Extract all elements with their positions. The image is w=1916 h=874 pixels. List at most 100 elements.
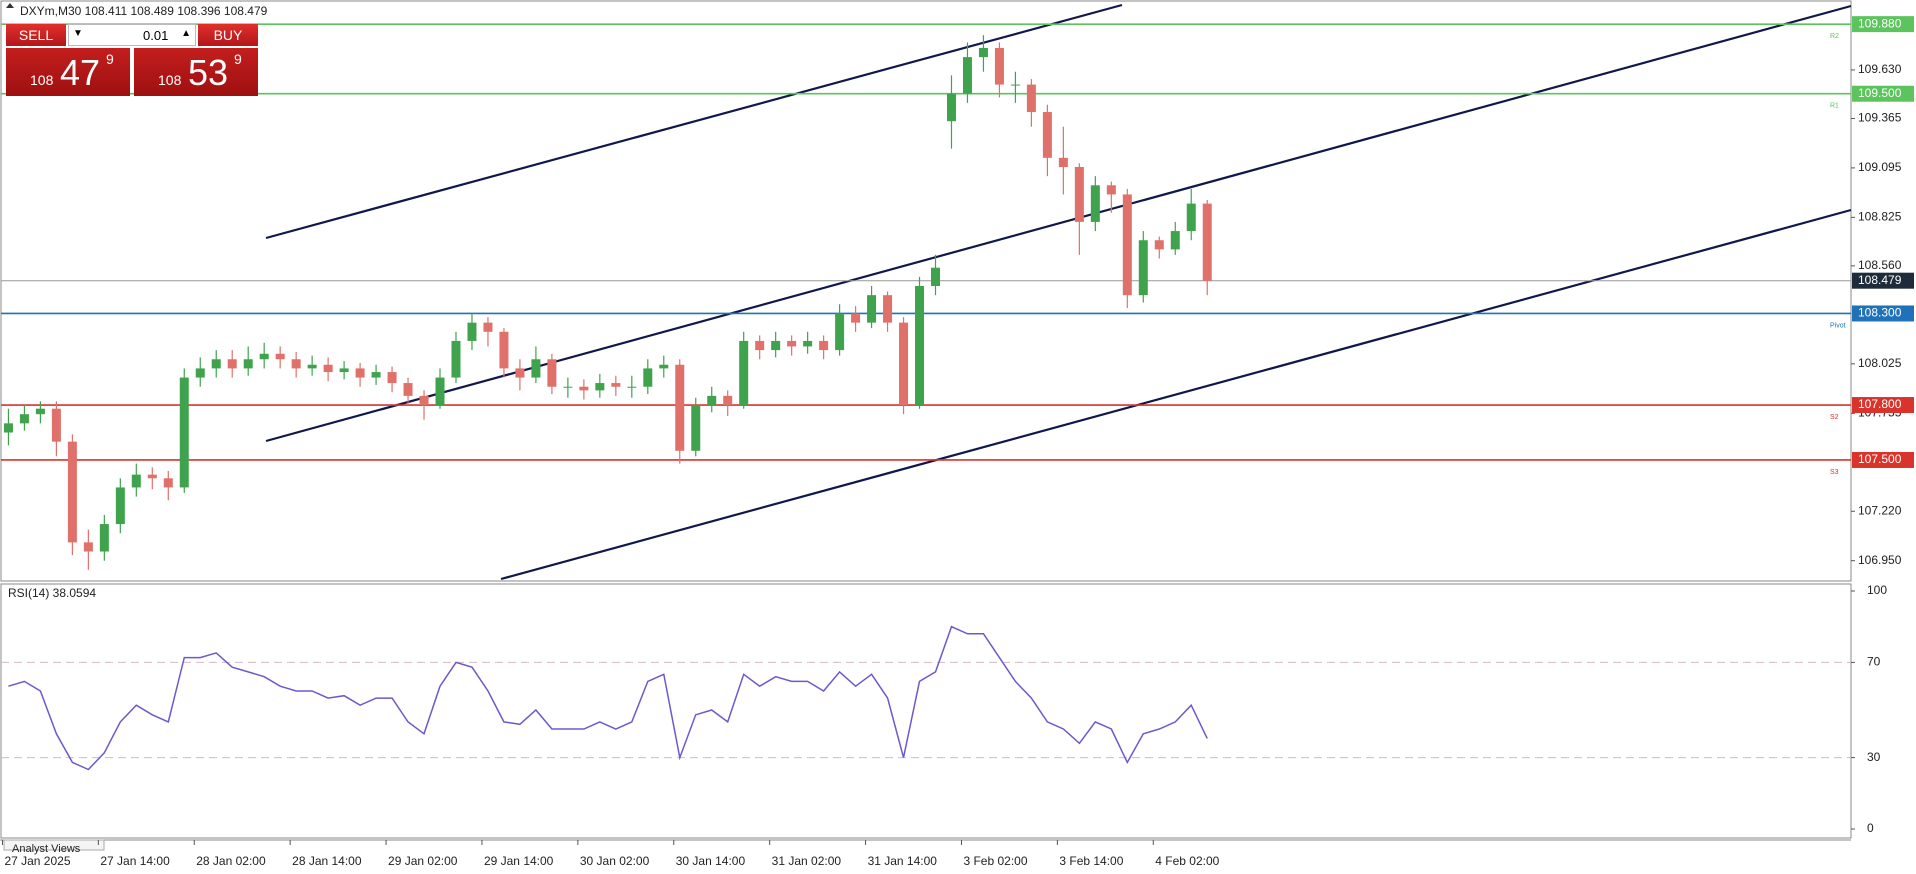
candle-body	[1058, 157, 1068, 167]
analyst-tab[interactable]	[3, 839, 105, 851]
level-price-box	[1852, 397, 1914, 414]
candle-body	[739, 340, 749, 406]
candle-body	[35, 408, 45, 415]
rsi-line	[8, 625, 1208, 771]
candle-body	[1042, 112, 1052, 158]
x-tick-label: 31 Jan 02:00	[772, 854, 842, 868]
level-name: Pivot	[1830, 322, 1846, 329]
candle-body	[835, 313, 845, 351]
candle-body	[179, 377, 189, 488]
candle-body	[83, 542, 93, 552]
candle-body	[547, 359, 557, 387]
candle-body	[659, 364, 669, 369]
buy-button[interactable]: BUY	[198, 24, 258, 46]
candle-body	[1138, 240, 1148, 296]
candle-body	[563, 386, 573, 388]
sell-button[interactable]: SELL	[6, 24, 66, 46]
candle-body	[371, 372, 381, 378]
level-price: 108.479	[1858, 273, 1902, 287]
candle-body	[946, 93, 956, 122]
channel-line	[265, 3, 1123, 240]
level-price: 109.880	[1858, 16, 1902, 30]
level-price: 107.500	[1858, 452, 1902, 466]
x-tick-label: 31 Jan 14:00	[868, 854, 938, 868]
candle-body	[851, 313, 861, 323]
candle-body	[387, 372, 397, 384]
candle-body	[1026, 84, 1036, 113]
x-tick-label: 29 Jan 02:00	[388, 854, 458, 868]
candle-body	[691, 405, 701, 451]
level-name: R1	[1830, 103, 1839, 110]
candle-body	[227, 359, 237, 369]
candle-body	[195, 368, 205, 378]
candle-body	[451, 340, 461, 378]
candle-body	[419, 395, 429, 406]
lot-input[interactable]: ▼ 0.01 ▲	[68, 24, 196, 46]
lot-value: 0.01	[143, 28, 169, 43]
candle-body	[67, 441, 77, 543]
candle-body	[1074, 166, 1084, 222]
x-tick-label: 27 Jan 2025	[4, 854, 70, 868]
candle-body	[755, 340, 765, 351]
y-tick-label: 108.025	[1858, 356, 1902, 370]
level-price: 107.800	[1858, 397, 1902, 411]
price-pane	[0, 0, 1852, 582]
candle-body	[467, 322, 477, 341]
price-big: 108	[158, 72, 182, 88]
level-price: 108.300	[1858, 306, 1902, 320]
price-main: 53	[188, 52, 229, 93]
x-tick-label: 28 Jan 14:00	[292, 854, 362, 868]
x-tick-label: 3 Feb 14:00	[1059, 854, 1123, 868]
x-tick-label: 3 Feb 02:00	[963, 854, 1027, 868]
level-name: R2	[1830, 33, 1839, 40]
level-price-box	[1852, 85, 1914, 102]
candle-body	[611, 383, 621, 387]
candle-body	[131, 474, 141, 488]
level-price-box	[1852, 305, 1914, 322]
candle-body	[515, 368, 525, 378]
candle-body	[499, 331, 509, 369]
candle-body	[291, 359, 301, 369]
candle-body	[483, 322, 493, 332]
candle-body	[1090, 185, 1100, 222]
level-price-box	[1852, 272, 1914, 289]
candle-body	[1170, 231, 1180, 250]
candle-body	[99, 524, 109, 552]
level-name: S3	[1830, 469, 1839, 476]
trade-panel: SELL ▼ 0.01 ▲ BUY 108 47 9 108 53 9	[6, 24, 258, 96]
candle-body	[803, 340, 813, 347]
candle-body	[962, 57, 972, 94]
y-tick-label: 108.825	[1858, 210, 1902, 224]
analyst-tab-label: Analyst Views	[12, 843, 81, 855]
down-arrow[interactable]: ▼	[73, 28, 83, 39]
y-tick-label: 100	[1867, 583, 1887, 597]
price-sup: 9	[234, 51, 242, 67]
sell-price[interactable]: 108 47 9	[6, 48, 130, 96]
candle-body	[147, 474, 157, 479]
candle-body	[595, 383, 605, 391]
candle-body	[275, 353, 285, 360]
price-sup: 9	[106, 51, 114, 67]
level-price-box	[1852, 451, 1914, 468]
buy-price[interactable]: 108 53 9	[134, 48, 258, 96]
price-main: 47	[60, 52, 101, 93]
candle-body	[627, 386, 637, 388]
level-name: S2	[1830, 414, 1839, 421]
candle-body	[675, 364, 685, 451]
channel-line	[500, 208, 1852, 581]
candle-body	[994, 47, 1004, 85]
candle-body	[707, 395, 717, 406]
candle-body	[3, 423, 13, 433]
y-tick-label: 109.095	[1858, 160, 1902, 174]
up-arrow[interactable]: ▲	[181, 28, 191, 39]
price-big: 108	[30, 72, 54, 88]
candle-body	[771, 340, 781, 351]
candle-body	[1186, 203, 1196, 232]
collapse-icon[interactable]	[6, 3, 14, 8]
candle-body	[435, 377, 445, 406]
candle-body	[723, 395, 733, 406]
candle-body	[355, 368, 365, 378]
y-tick-label: 109.630	[1858, 62, 1902, 76]
